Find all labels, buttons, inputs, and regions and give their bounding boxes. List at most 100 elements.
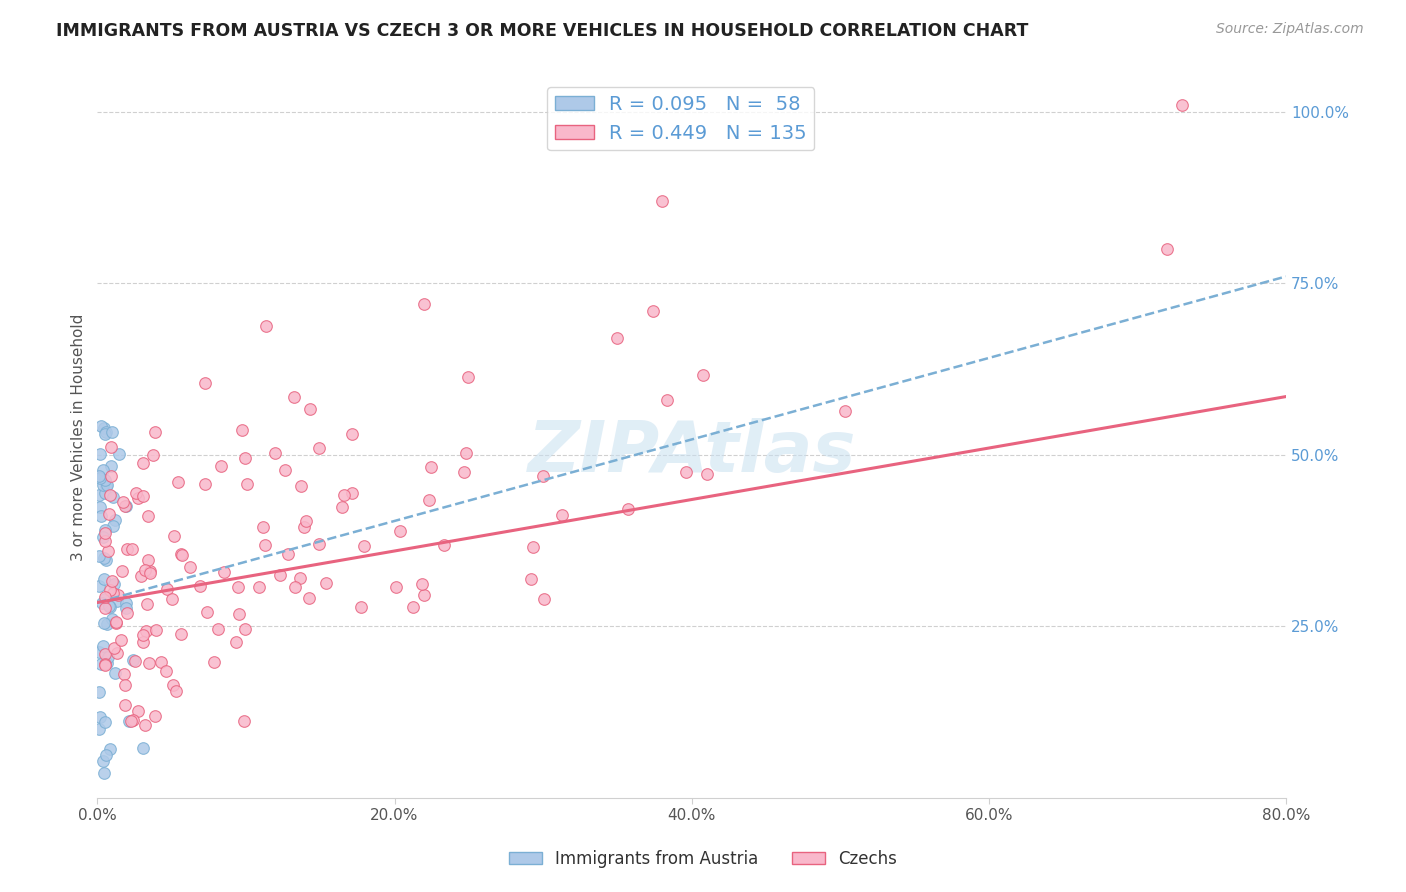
Point bbox=[90, 508, 112, 523]
Point bbox=[100, 600, 122, 615]
Point bbox=[98, 742, 121, 756]
Text: ZIPAtlas: ZIPAtlas bbox=[527, 417, 856, 487]
Point bbox=[433, 538, 456, 552]
Point bbox=[655, 392, 678, 407]
Point bbox=[94, 657, 117, 671]
Point bbox=[132, 635, 155, 649]
Point bbox=[98, 507, 121, 521]
Point bbox=[93, 421, 115, 435]
Point bbox=[94, 425, 117, 439]
Point bbox=[194, 376, 217, 390]
Point bbox=[104, 615, 127, 629]
Point bbox=[108, 447, 131, 461]
Point bbox=[340, 426, 363, 441]
Point bbox=[100, 458, 122, 473]
Point bbox=[136, 597, 159, 611]
Point bbox=[290, 571, 312, 585]
Point bbox=[163, 529, 186, 543]
Point bbox=[100, 468, 122, 483]
Point bbox=[651, 194, 673, 208]
Point bbox=[132, 741, 155, 756]
Point bbox=[263, 446, 285, 460]
Point bbox=[411, 577, 433, 591]
Point bbox=[91, 640, 114, 654]
Point bbox=[283, 391, 305, 405]
Point bbox=[350, 599, 373, 614]
Point bbox=[142, 448, 165, 462]
Point bbox=[89, 500, 111, 514]
Point bbox=[93, 572, 115, 586]
Point bbox=[228, 607, 250, 621]
Point bbox=[110, 632, 132, 647]
Point bbox=[87, 645, 110, 659]
Point bbox=[121, 541, 143, 556]
Point bbox=[145, 623, 167, 637]
Point bbox=[101, 518, 124, 533]
Point bbox=[139, 565, 162, 579]
Point bbox=[103, 491, 125, 505]
Point bbox=[1156, 242, 1178, 256]
Point bbox=[94, 526, 117, 541]
Point bbox=[111, 565, 134, 579]
Point bbox=[101, 611, 124, 625]
Point bbox=[134, 563, 156, 577]
Point bbox=[156, 582, 179, 596]
Legend: Immigrants from Austria, Czechs: Immigrants from Austria, Czechs bbox=[502, 844, 904, 875]
Point bbox=[97, 544, 120, 558]
Point bbox=[179, 560, 201, 574]
Point bbox=[214, 566, 236, 580]
Point bbox=[127, 704, 149, 718]
Point bbox=[112, 494, 135, 508]
Point bbox=[273, 463, 295, 477]
Point bbox=[96, 479, 118, 493]
Point bbox=[209, 459, 232, 474]
Legend: R = 0.095   N =  58, R = 0.449   N = 135: R = 0.095 N = 58, R = 0.449 N = 135 bbox=[547, 87, 814, 151]
Point bbox=[252, 520, 274, 534]
Point bbox=[124, 653, 146, 667]
Point bbox=[533, 591, 555, 606]
Point bbox=[194, 477, 217, 491]
Point bbox=[308, 537, 330, 551]
Point bbox=[207, 622, 229, 636]
Point bbox=[419, 459, 441, 474]
Point bbox=[315, 576, 337, 591]
Point bbox=[412, 588, 434, 602]
Point bbox=[129, 568, 152, 582]
Point bbox=[96, 478, 118, 492]
Point bbox=[87, 468, 110, 483]
Point bbox=[100, 440, 122, 454]
Point bbox=[115, 607, 138, 621]
Point bbox=[94, 657, 117, 672]
Point bbox=[617, 501, 640, 516]
Point bbox=[195, 606, 218, 620]
Point bbox=[131, 489, 153, 503]
Point bbox=[107, 647, 129, 661]
Point bbox=[101, 574, 124, 588]
Point bbox=[132, 627, 155, 641]
Point bbox=[101, 586, 124, 600]
Point bbox=[143, 425, 166, 439]
Point bbox=[127, 491, 149, 505]
Point bbox=[94, 648, 117, 662]
Point bbox=[104, 615, 127, 630]
Point bbox=[169, 547, 191, 561]
Point bbox=[89, 447, 111, 461]
Point bbox=[225, 635, 247, 649]
Point bbox=[166, 684, 188, 698]
Point bbox=[149, 655, 172, 669]
Point bbox=[93, 715, 115, 730]
Point bbox=[93, 592, 115, 607]
Point bbox=[170, 627, 193, 641]
Point bbox=[172, 548, 194, 562]
Point bbox=[353, 539, 375, 553]
Point bbox=[292, 519, 315, 533]
Point bbox=[134, 718, 156, 732]
Point bbox=[457, 370, 479, 384]
Point bbox=[834, 403, 856, 417]
Point bbox=[155, 664, 177, 678]
Text: IMMIGRANTS FROM AUSTRIA VS CZECH 3 OR MORE VEHICLES IN HOUSEHOLD CORRELATION CHA: IMMIGRANTS FROM AUSTRIA VS CZECH 3 OR MO… bbox=[56, 22, 1029, 40]
Point bbox=[94, 534, 117, 549]
Point bbox=[104, 666, 127, 681]
Point bbox=[1171, 98, 1194, 112]
Point bbox=[231, 423, 253, 437]
